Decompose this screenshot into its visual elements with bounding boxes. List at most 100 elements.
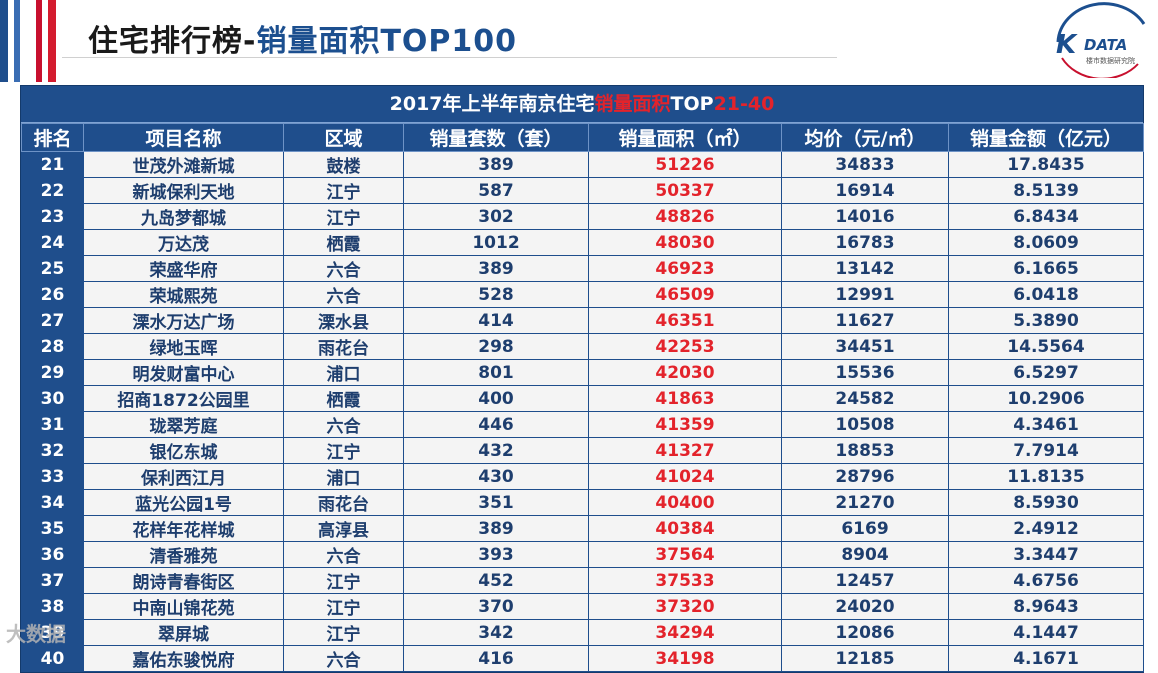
district-cell: 雨花台: [283, 489, 404, 516]
units-cell: 389: [403, 151, 589, 178]
amount-cell: 8.9643: [948, 593, 1144, 620]
caption-part2: 销量面积: [594, 93, 671, 115]
rank-cell: 32: [21, 437, 84, 464]
table-row: 24 万达茂 栖霞 1012 48030 16783 8.0609: [21, 229, 1144, 256]
price-cell: 18853: [781, 437, 949, 464]
project-name-cell: 荣城熙苑: [83, 281, 284, 308]
amount-cell: 4.1447: [948, 619, 1144, 646]
area-cell: 41024: [588, 463, 782, 490]
page-title-part2: 销量面积TOP100: [256, 24, 518, 59]
rank-cell: 28: [21, 333, 84, 360]
table-row: 26 荣城熙苑 六合 528 46509 12991 6.0418: [21, 281, 1144, 308]
units-cell: 446: [403, 411, 589, 438]
project-name-cell: 绿地玉晖: [83, 333, 284, 360]
project-name-cell: 朗诗青春街区: [83, 567, 284, 594]
price-cell: 14016: [781, 203, 949, 230]
district-cell: 六合: [283, 541, 404, 568]
district-cell: 六合: [283, 645, 404, 672]
project-name-cell: 保利西江月: [83, 463, 284, 490]
logo-subtitle: 楼市数据研究院: [1086, 57, 1135, 65]
table-row: 21 世茂外滩新城 鼓楼 389 51226 34833 17.8435: [21, 151, 1144, 178]
units-cell: 416: [403, 645, 589, 672]
price-cell: 12991: [781, 281, 949, 308]
district-cell: 浦口: [283, 463, 404, 490]
ranking-table: 排名 项目名称 区域 销量套数（套） 销量面积（㎡） 均价（元/㎡） 销量金额（…: [21, 123, 1144, 672]
price-cell: 16914: [781, 177, 949, 204]
price-cell: 34833: [781, 151, 949, 178]
table-row: 22 新城保利天地 江宁 587 50337 16914 8.5139: [21, 177, 1144, 204]
project-name-cell: 中南山锦花苑: [83, 593, 284, 620]
units-cell: 414: [403, 307, 589, 334]
watermark: 大数据: [6, 622, 66, 646]
title-divider: [62, 57, 837, 58]
amount-cell: 3.3447: [948, 541, 1144, 568]
area-cell: 41863: [588, 385, 782, 412]
logo-mark: K: [1056, 30, 1077, 60]
col-header-district: 区域: [283, 123, 404, 152]
units-cell: 432: [403, 437, 589, 464]
amount-cell: 14.5564: [948, 333, 1144, 360]
district-cell: 鼓楼: [283, 151, 404, 178]
table-row: 28 绿地玉晖 雨花台 298 42253 34451 14.5564: [21, 333, 1144, 360]
rank-cell: 31: [21, 411, 84, 438]
logo-swoosh-icon: [1056, 2, 1146, 78]
col-header-area: 销量面积（㎡）: [588, 123, 782, 152]
price-cell: 12086: [781, 619, 949, 646]
price-cell: 28796: [781, 463, 949, 490]
project-name-cell: 招商1872公园里: [83, 385, 284, 412]
area-cell: 34294: [588, 619, 782, 646]
units-cell: 389: [403, 255, 589, 282]
decor-stripe-blue: [0, 0, 8, 82]
district-cell: 高淳县: [283, 515, 404, 542]
units-cell: 298: [403, 333, 589, 360]
price-cell: 15536: [781, 359, 949, 386]
col-header-amount: 销量金额（亿元）: [948, 123, 1144, 152]
table-row: 38 中南山锦花苑 江宁 370 37320 24020 8.9643: [21, 593, 1144, 620]
price-cell: 13142: [781, 255, 949, 282]
project-name-cell: 九岛梦都城: [83, 203, 284, 230]
table-row: 36 清香雅苑 六合 393 37564 8904 3.3447: [21, 541, 1144, 568]
rank-cell: 35: [21, 515, 84, 542]
district-cell: 溧水县: [283, 307, 404, 334]
col-header-price: 均价（元/㎡）: [781, 123, 949, 152]
amount-cell: 7.7914: [948, 437, 1144, 464]
amount-cell: 11.8135: [948, 463, 1144, 490]
project-name-cell: 新城保利天地: [83, 177, 284, 204]
amount-cell: 6.0418: [948, 281, 1144, 308]
amount-cell: 4.3461: [948, 411, 1144, 438]
area-cell: 37564: [588, 541, 782, 568]
district-cell: 江宁: [283, 619, 404, 646]
table-row: 30 招商1872公园里 栖霞 400 41863 24582 10.2906: [21, 385, 1144, 412]
rank-cell: 38: [21, 593, 84, 620]
table-row: 31 珑翠芳庭 六合 446 41359 10508 4.3461: [21, 411, 1144, 438]
price-cell: 16783: [781, 229, 949, 256]
rank-cell: 29: [21, 359, 84, 386]
district-cell: 江宁: [283, 593, 404, 620]
decor-stripe-red-2: [48, 0, 56, 82]
units-cell: 528: [403, 281, 589, 308]
district-cell: 六合: [283, 281, 404, 308]
table-row: 25 荣盛华府 六合 389 46923 13142 6.1665: [21, 255, 1144, 282]
area-cell: 41359: [588, 411, 782, 438]
price-cell: 34451: [781, 333, 949, 360]
price-cell: 12185: [781, 645, 949, 672]
area-cell: 40384: [588, 515, 782, 542]
district-cell: 江宁: [283, 203, 404, 230]
units-cell: 393: [403, 541, 589, 568]
rank-cell: 21: [21, 151, 84, 178]
ranking-table-container: 2017年上半年南京住宅销量面积TOP21-40 排名 项目名称 区域 销量套数…: [20, 85, 1144, 673]
area-cell: 40400: [588, 489, 782, 516]
col-header-rank: 排名: [21, 123, 84, 152]
rank-cell: 40: [21, 645, 84, 672]
rank-cell: 39: [21, 619, 84, 646]
price-cell: 10508: [781, 411, 949, 438]
amount-cell: 4.6756: [948, 567, 1144, 594]
units-cell: 389: [403, 515, 589, 542]
amount-cell: 6.5297: [948, 359, 1144, 386]
amount-cell: 8.5930: [948, 489, 1144, 516]
units-cell: 400: [403, 385, 589, 412]
caption-part4: 21-40: [713, 93, 775, 115]
project-name-cell: 花样年花样城: [83, 515, 284, 542]
units-cell: 1012: [403, 229, 589, 256]
rank-cell: 33: [21, 463, 84, 490]
